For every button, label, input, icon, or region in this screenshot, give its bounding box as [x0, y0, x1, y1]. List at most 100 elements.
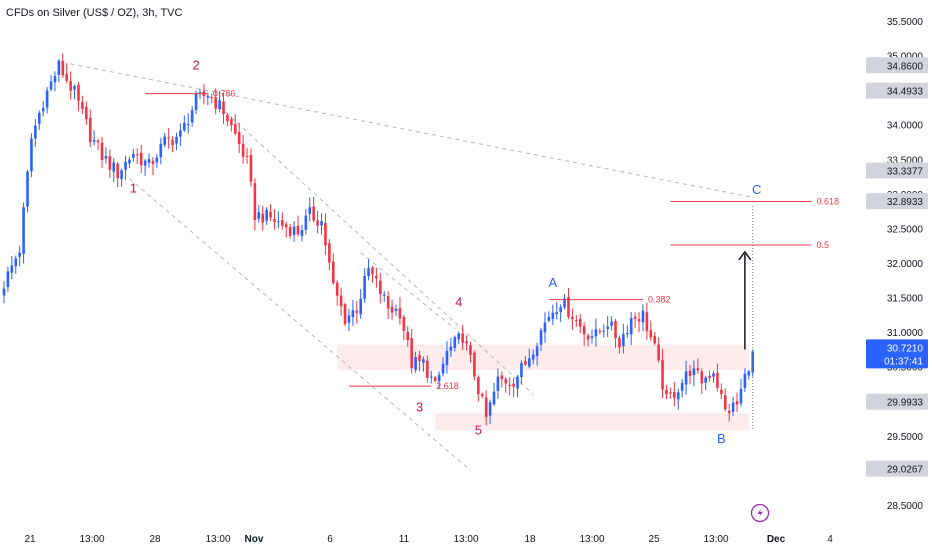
candlesticks — [2, 53, 755, 426]
candle-body — [324, 222, 327, 246]
candle-body — [210, 97, 214, 99]
candle-body — [520, 363, 523, 378]
candle-body — [233, 124, 237, 134]
candle-body — [351, 310, 355, 317]
candle-body — [739, 389, 743, 404]
candle-body — [629, 318, 633, 335]
candle-body — [578, 318, 582, 327]
candle-body — [555, 312, 559, 315]
x-tick-label: 28 — [149, 534, 161, 545]
candle-body — [277, 221, 280, 223]
candle-body — [598, 331, 602, 333]
candle-body — [551, 312, 555, 319]
candle-body — [96, 140, 100, 143]
candle-body — [328, 243, 331, 263]
candle-body — [245, 155, 249, 157]
candle-body — [547, 317, 551, 321]
candle-body — [116, 163, 119, 179]
x-tick-label: 13:00 — [453, 534, 478, 545]
candle-body — [265, 209, 268, 221]
wave-label: 1 — [130, 180, 137, 195]
candle-body — [461, 333, 464, 343]
y-tick-label: 32.5000 — [887, 224, 924, 235]
price-axis[interactable]: 35.500035.000034.500034.000033.500033.00… — [866, 17, 928, 512]
candle-body — [531, 354, 535, 360]
candle-body — [269, 211, 272, 218]
candle-body — [41, 107, 45, 112]
candle-body — [359, 298, 363, 315]
candle-body — [281, 220, 284, 226]
candle-body — [716, 372, 719, 388]
candle-body — [355, 310, 359, 313]
candle-body — [273, 219, 276, 222]
candle-body — [30, 138, 33, 172]
candle-body — [249, 154, 253, 182]
current-price-tag — [866, 339, 928, 369]
candle-body — [124, 161, 127, 170]
x-tick-label: 13:00 — [205, 534, 230, 545]
candle-body — [198, 92, 202, 94]
candle-body — [527, 358, 531, 367]
x-tick-label: 25 — [648, 534, 660, 545]
candle-body — [343, 304, 347, 324]
wave-labels: 1 2 3 4 5 A B C — [130, 57, 762, 445]
wave-label: 4 — [455, 295, 462, 310]
candle-body — [34, 125, 37, 139]
candle-body — [296, 225, 300, 235]
candle-body — [61, 60, 65, 76]
candle-body — [571, 317, 574, 320]
candle-body — [422, 359, 425, 363]
candle-body — [516, 376, 519, 389]
candle-body — [606, 326, 609, 330]
candle-body — [284, 224, 288, 228]
candle-body — [104, 156, 108, 159]
candle-body — [473, 352, 476, 377]
projection-arrow — [738, 204, 754, 429]
candle-body — [81, 102, 84, 109]
fib-label: 0.5 — [817, 240, 830, 250]
candle-body — [53, 76, 57, 83]
candle-body — [653, 336, 657, 344]
price-tag — [866, 162, 928, 179]
y-tick-label: 28.5000 — [887, 501, 924, 512]
candle-body — [535, 346, 539, 356]
candle-body — [614, 321, 617, 339]
candle-body — [230, 119, 233, 126]
candle-body — [347, 315, 351, 323]
y-tick-label: 34.0000 — [887, 121, 924, 132]
price-tag — [866, 82, 928, 99]
candle-body — [512, 383, 515, 387]
candle-body — [453, 337, 457, 348]
y-tick-label: 35.0000 — [887, 52, 924, 63]
candle-body — [496, 376, 500, 392]
candle-body — [402, 317, 406, 331]
candle-body — [312, 206, 315, 221]
trend-line — [207, 95, 534, 395]
candle-body — [77, 85, 80, 101]
x-tick-label: 11 — [399, 534, 410, 545]
price-tag-label: 33.3377 — [887, 167, 924, 178]
candle-body — [139, 152, 143, 166]
trend-line — [360, 252, 456, 330]
candle-body — [222, 101, 225, 115]
candle-body — [696, 368, 700, 371]
trend-line — [129, 178, 471, 471]
support-zones — [337, 344, 749, 431]
candle-body — [382, 294, 386, 296]
candle-body — [457, 333, 461, 340]
candle-body — [441, 363, 445, 374]
x-tick-label: Nov — [245, 534, 264, 545]
candle-body — [504, 379, 508, 384]
y-tick-label: 35.5000 — [887, 17, 924, 28]
fibonacci-levels: 0.786 2.618 0.382 0.618 0.5 — [145, 89, 839, 391]
candle-body — [132, 153, 135, 158]
chart-title: CFDs on Silver (US$ / OZ), 3h, TVC — [6, 7, 183, 19]
time-axis[interactable]: 21 13:00 28 13:00 Nov 6 11 13:00 18 13:00 25 13:00 D… — [24, 534, 833, 545]
lightning-icon[interactable] — [750, 503, 770, 523]
candle-body — [167, 137, 170, 139]
candle-body — [429, 376, 433, 378]
y-tick-label: 32.0000 — [887, 259, 924, 270]
price-tag-label: 32.8933 — [887, 197, 924, 208]
candle-body — [633, 316, 637, 320]
